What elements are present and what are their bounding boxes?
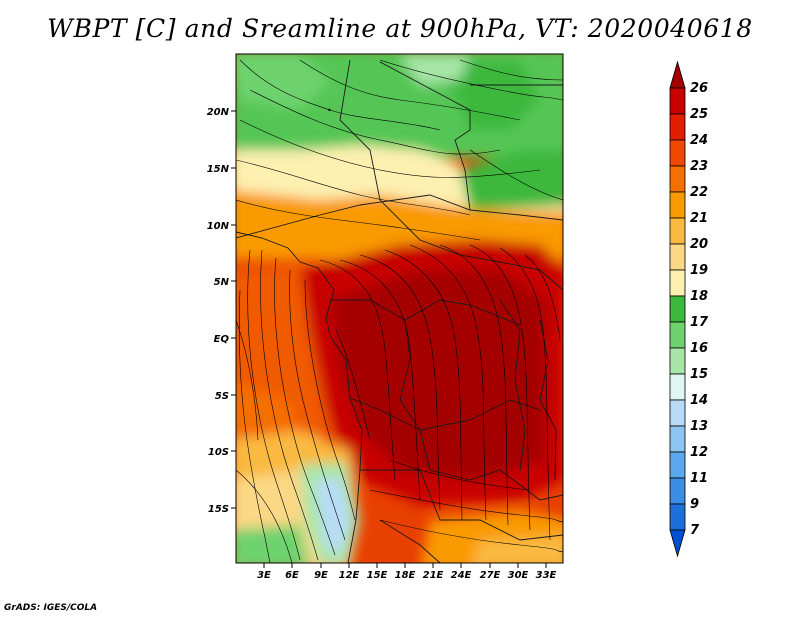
colorbar-label: 9: [690, 497, 699, 512]
colorbar-label: 24: [690, 133, 708, 148]
colorbar-label: 16: [690, 341, 708, 356]
colorbar-swatch: [669, 60, 686, 89]
lon-axis: 3E 6E 9E 12E 15E 18E 21E 24E 27E 30E 33E: [257, 563, 557, 581]
colorbar-swatch: [669, 321, 686, 349]
colorbar-swatch: [669, 347, 686, 375]
colorbar-swatch: [669, 477, 686, 505]
lat-label: EQ: [214, 334, 230, 345]
colorbar-swatch: [669, 191, 686, 219]
colorbar-swatch: [669, 113, 686, 141]
colorbar: [669, 60, 686, 558]
lat-axis: 20N 15N 10N 5N EQ 5S 10S 15S: [207, 107, 236, 515]
lon-label: 12E: [339, 570, 360, 581]
colorbar-label: 19: [690, 263, 708, 278]
colorbar-swatch: [669, 295, 686, 323]
colorbar-label: 12: [690, 445, 708, 460]
lon-label: 18E: [395, 570, 416, 581]
colorbar-swatch: [669, 451, 686, 479]
map-frame: [235, 53, 564, 564]
colorbar-label: 13: [690, 419, 708, 434]
colorbar-swatch: [669, 217, 686, 245]
colorbar-label: 21: [690, 211, 708, 226]
lat-label: 15N: [207, 164, 230, 175]
colorbar-swatch: [669, 503, 686, 531]
colorbar-label: 25: [690, 107, 708, 122]
lat-label: 15S: [208, 504, 229, 515]
colorbar-label: 11: [690, 471, 708, 486]
grads-credit: GrADS: IGES/COLA: [4, 603, 98, 613]
colorbar-label: 7: [690, 523, 700, 538]
colorbar-swatch: [669, 139, 686, 167]
colorbar-label: 14: [690, 393, 708, 408]
lon-label: 33E: [536, 570, 557, 581]
lon-label: 24E: [451, 570, 472, 581]
lon-label: 6E: [285, 570, 299, 581]
lat-label: 20N: [207, 107, 230, 118]
country-borders: [236, 59, 563, 563]
lon-label: 9E: [314, 570, 328, 581]
colorbar-label: 15: [690, 367, 708, 382]
colorbar-swatch: [669, 243, 686, 271]
lat-label: 10N: [207, 221, 230, 232]
colorbar-labels: 26 25 24 23 22 21 20 19 18 17 16 15 14 1…: [690, 81, 709, 538]
colorbar-label: 22: [690, 185, 708, 200]
colorbar-label: 26: [690, 81, 708, 96]
colorbar-label: 23: [690, 159, 708, 174]
lon-label: 3E: [257, 570, 271, 581]
colorbar-swatch: [669, 399, 686, 427]
colorbar-swatch: [669, 529, 686, 558]
colorbar-label: 20: [690, 237, 708, 252]
colorbar-swatch: [669, 425, 686, 453]
colorbar-swatch: [669, 87, 686, 115]
lon-label: 30E: [508, 570, 529, 581]
lon-label: 27E: [480, 570, 501, 581]
lat-label: 5S: [215, 391, 229, 402]
lat-label: 10S: [208, 447, 229, 458]
colorbar-swatch: [669, 373, 686, 401]
colorbar-swatch: [669, 165, 686, 193]
lon-label: 15E: [367, 570, 388, 581]
wbpt-field: [236, 54, 563, 563]
lon-label: 21E: [423, 570, 444, 581]
colorbar-label: 18: [690, 289, 708, 304]
chart-title: WBPT [C] and Sreamline at 900hPa, VT: 20…: [47, 14, 753, 43]
lat-label: 5N: [214, 277, 230, 288]
colorbar-swatch: [669, 269, 686, 297]
streamlines: [236, 59, 563, 563]
colorbar-label: 17: [690, 315, 709, 330]
